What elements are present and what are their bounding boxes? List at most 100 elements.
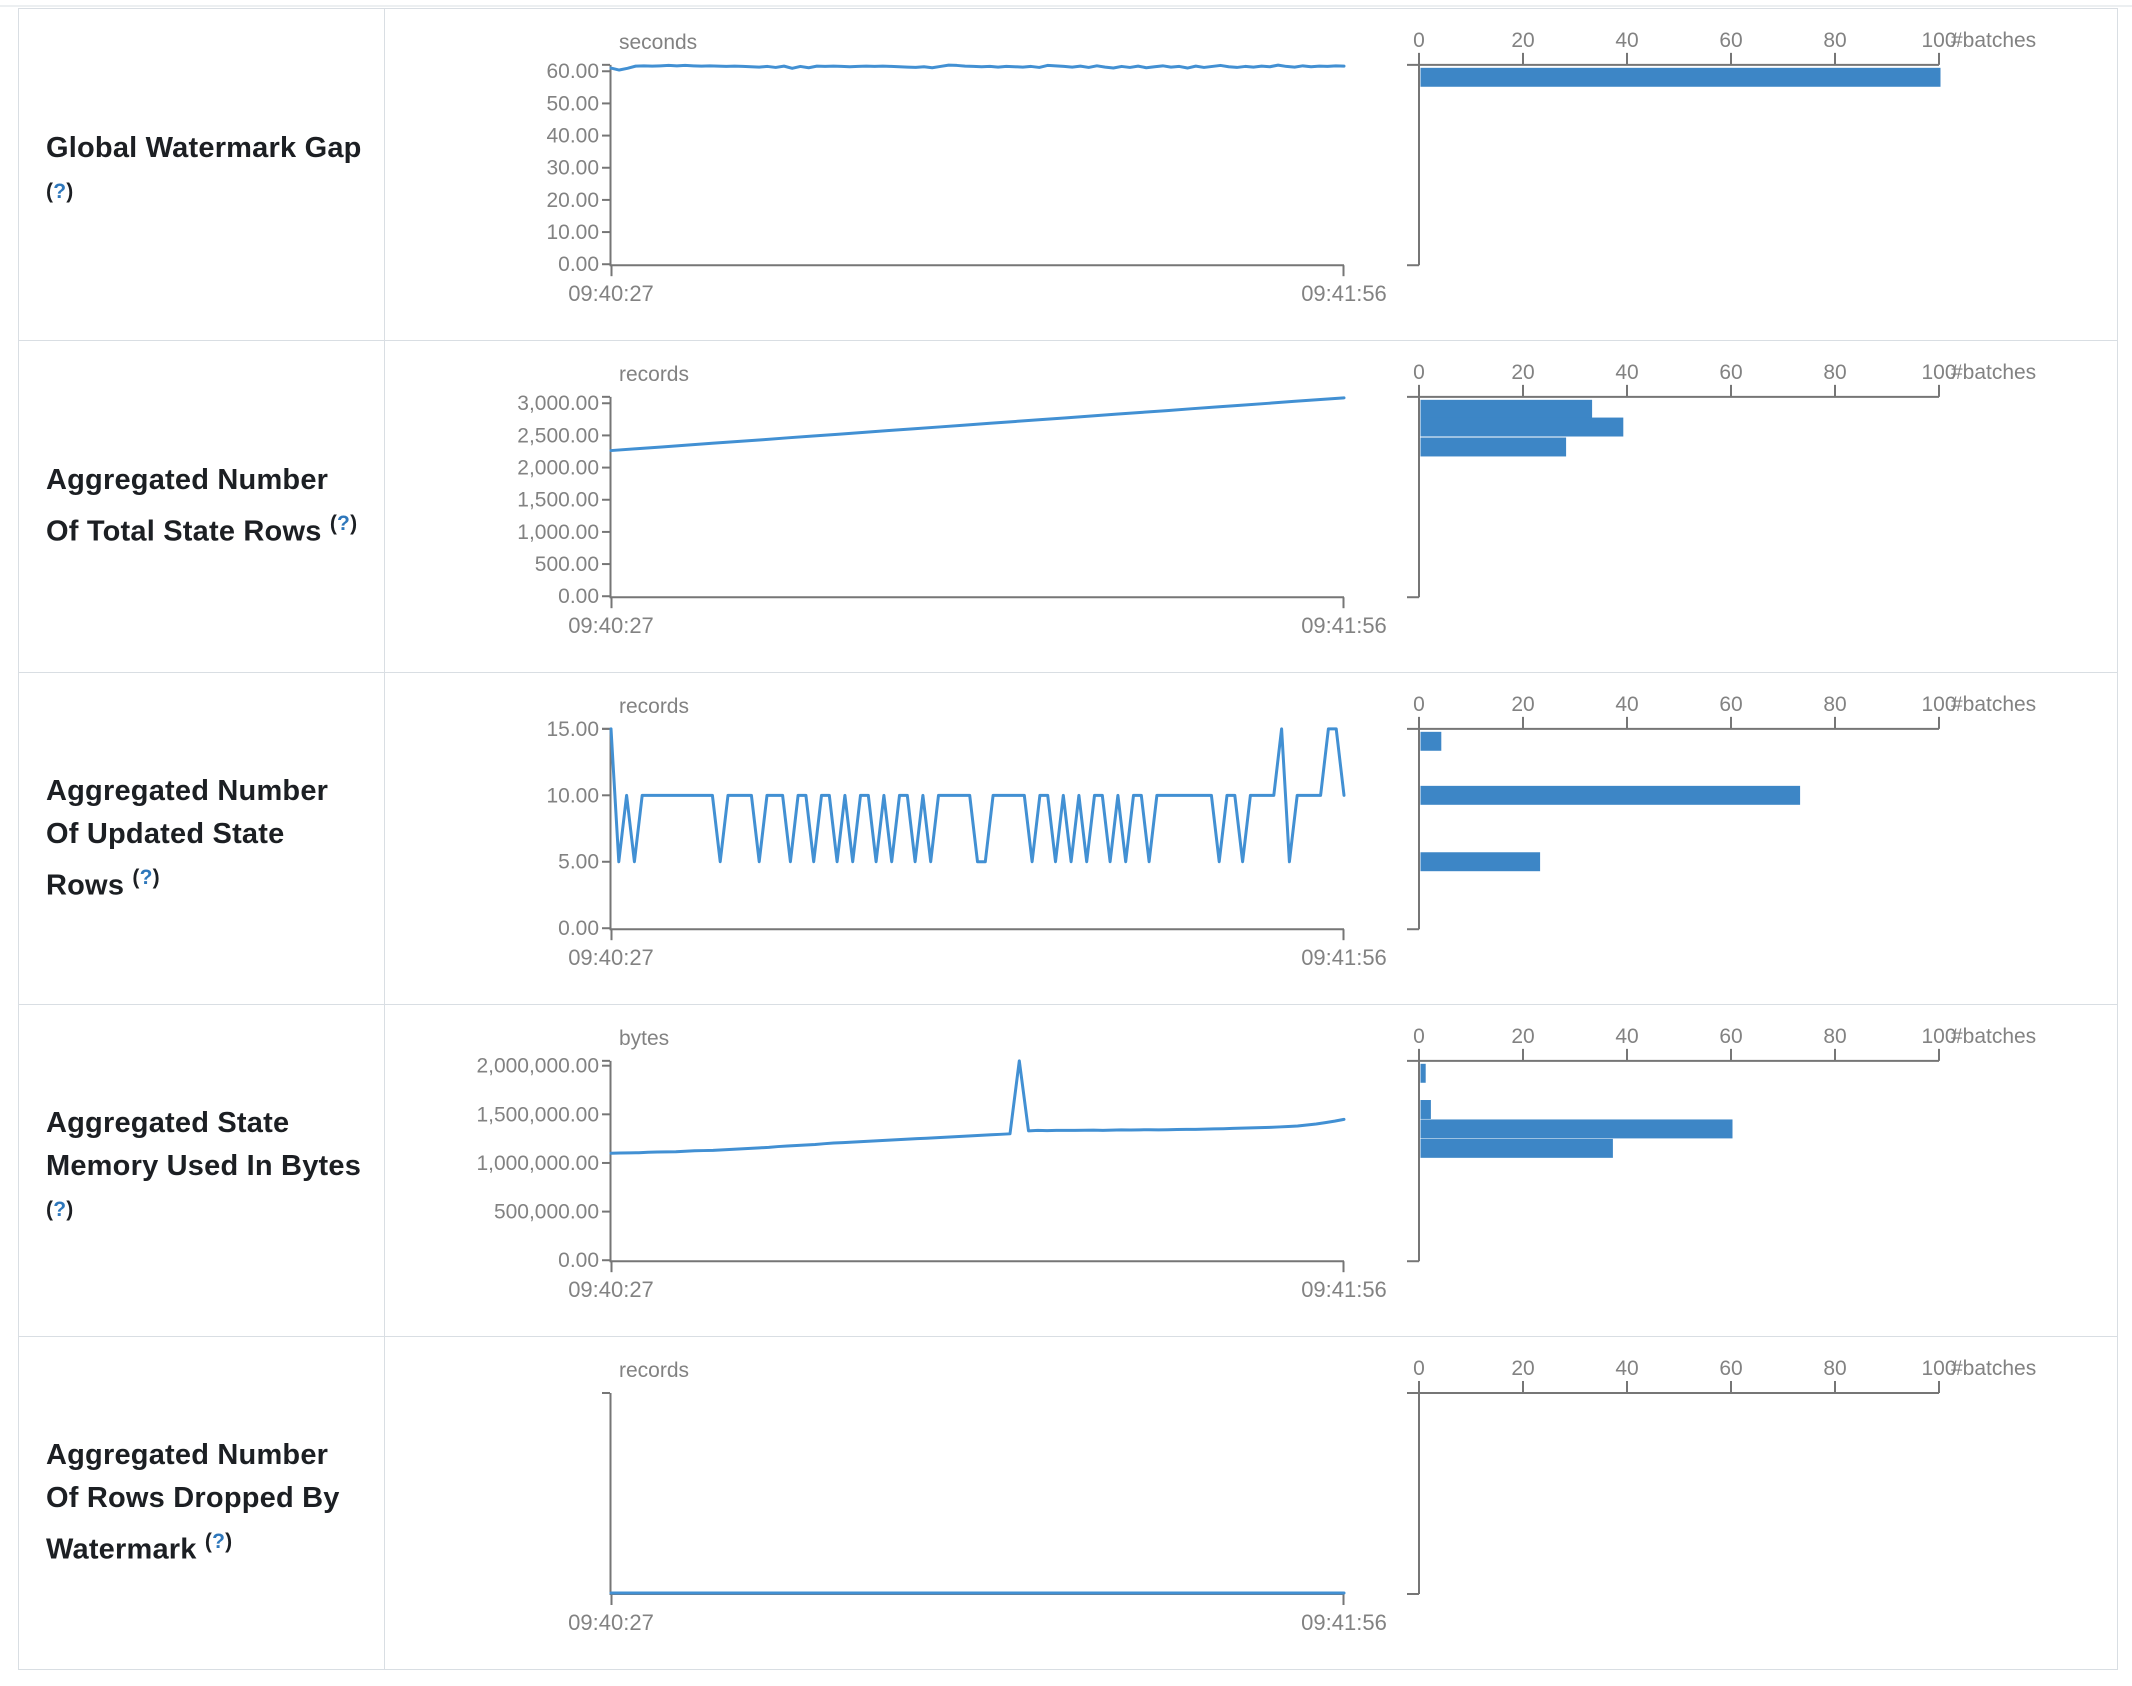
y-axis-tick-label: 60.00 <box>546 60 599 83</box>
histogram-tick-label: 100 <box>1921 29 1956 52</box>
chart-unit-title: records <box>619 1359 689 1382</box>
timeline-and-histogram-chart: records 3,000.00 2,500.00 2,000.00 1,500.00 1… <box>517 361 2036 638</box>
metric-label-cell: Aggregated Number Of Total State Rows (?… <box>19 341 385 672</box>
y-axis-tick-label: 0.00 <box>558 1249 599 1272</box>
help-link[interactable]: (?) <box>46 1197 74 1221</box>
histogram-tick-label: 0 <box>1413 29 1425 52</box>
metric-charts-cell: records 15.00 10.00 5.00 0.00 09:40:27 09:41:5… <box>385 673 2117 1004</box>
histogram-bar <box>1420 67 1941 87</box>
timeline-and-histogram-chart: records 15.00 10.00 5.00 0.00 09:40:27 09:41:5… <box>546 693 2036 970</box>
table-row: Global Watermark Gap (?) seconds 60.00 50.… <box>19 9 2117 341</box>
histogram-tick-label: 40 <box>1615 1025 1638 1048</box>
histogram-tick-label: 20 <box>1511 1025 1534 1048</box>
timeline-data-line <box>609 396 1346 453</box>
x-axis-start-label: 09:40:27 <box>568 1277 654 1302</box>
help-question-icon[interactable]: ? <box>212 1530 226 1554</box>
histogram-tick-label: 80 <box>1823 29 1846 52</box>
metric-label-text: Aggregated Number Of Rows Dropped By Wat… <box>46 1439 340 1566</box>
histogram-tick-label: 80 <box>1823 1357 1846 1380</box>
chart-unit-title: records <box>619 363 689 386</box>
histogram-tick-label: 20 <box>1511 361 1534 384</box>
metric-label: Aggregated Number Of Total State Rows (?… <box>46 459 364 554</box>
x-axis-start-label: 09:40:27 <box>568 613 654 638</box>
histogram-tick-label: 100 <box>1921 361 1956 384</box>
help-question-icon[interactable]: ? <box>53 180 67 204</box>
metric-label-cell: Aggregated State Memory Used In Bytes (?… <box>19 1005 385 1336</box>
table-row: Aggregated Number Of Rows Dropped By Wat… <box>19 1337 2117 1669</box>
y-axis-tick-label: 2,000.00 <box>517 457 599 480</box>
y-axis-tick-label: 30.00 <box>546 157 599 180</box>
metric-label-cell: Global Watermark Gap (?) <box>19 9 385 340</box>
timeline-and-histogram-chart: records 09:40:27 09:41:56 0 20 40 60 80 100#batc… <box>568 1357 2036 1635</box>
x-axis-end-label: 09:41:56 <box>1301 281 1387 306</box>
table-row: Aggregated Number Of Total State Rows (?… <box>19 341 2117 673</box>
page-top-divider <box>0 5 2132 7</box>
x-axis-start-label: 09:40:27 <box>568 281 654 306</box>
chart-unit-title: seconds <box>619 31 697 54</box>
help-question-icon[interactable]: ? <box>337 512 351 536</box>
x-axis-end-label: 09:41:56 <box>1301 1610 1387 1635</box>
y-axis-tick-label: 1,000,000.00 <box>476 1152 599 1175</box>
y-axis-tick-label: 40.00 <box>546 125 599 148</box>
histogram-tick-label: 80 <box>1823 361 1846 384</box>
histogram-bar <box>1420 399 1593 419</box>
y-axis-tick-label: 2,000,000.00 <box>476 1055 599 1078</box>
histogram-tick-label: 20 <box>1511 1357 1534 1380</box>
y-axis-tick-label: 3,000.00 <box>517 392 599 415</box>
timeline-data-line <box>609 727 1346 864</box>
histogram-tick-label: 80 <box>1823 693 1846 716</box>
histogram-tick-label: 100 <box>1921 693 1956 716</box>
histogram-tick-label: 40 <box>1615 361 1638 384</box>
y-axis-tick-label: 5.00 <box>558 851 599 874</box>
histogram-tick-label: 40 <box>1615 1357 1638 1380</box>
histogram-unit-label: #batches <box>1951 693 2036 716</box>
metric-label-text: Aggregated Number Of Total State Rows <box>46 464 329 548</box>
x-axis-start-label: 09:40:27 <box>568 945 654 970</box>
metric-label: Global Watermark Gap (?) <box>46 127 364 222</box>
x-axis-start-label: 09:40:27 <box>568 1610 654 1635</box>
y-axis-tick-label: 1,000.00 <box>517 521 599 544</box>
histogram-bar <box>1420 1119 1733 1139</box>
histogram-tick-label: 20 <box>1511 29 1534 52</box>
help-link[interactable]: (?) <box>132 865 160 889</box>
y-axis-tick-label: 20.00 <box>546 189 599 212</box>
histogram-tick-label: 60 <box>1719 693 1742 716</box>
histogram-unit-label: #batches <box>1951 29 2036 52</box>
metric-label: Aggregated Number Of Updated State Rows … <box>46 770 364 908</box>
histogram-tick-label: 60 <box>1719 1025 1742 1048</box>
histogram-bar <box>1420 1063 1426 1083</box>
y-axis-tick-label: 0.00 <box>558 917 599 940</box>
timeline-data-line <box>609 1059 1346 1155</box>
histogram-tick-label: 60 <box>1719 1357 1742 1380</box>
y-axis-tick-label: 10.00 <box>546 784 599 807</box>
histogram-tick-label: 60 <box>1719 361 1742 384</box>
timeline-data-line <box>609 63 1346 72</box>
help-question-icon[interactable]: ? <box>139 865 153 889</box>
table-row: Aggregated Number Of Updated State Rows … <box>19 673 2117 1005</box>
x-axis-end-label: 09:41:56 <box>1301 613 1387 638</box>
y-axis-tick-label: 1,500.00 <box>517 489 599 512</box>
metric-charts-cell: bytes 2,000,000.00 1,500,000.00 1,000,000.0… <box>385 1005 2117 1336</box>
histogram-tick-label: 80 <box>1823 1025 1846 1048</box>
histogram-tick-label: 0 <box>1413 361 1425 384</box>
histogram-bar <box>1420 731 1442 751</box>
histogram-tick-label: 60 <box>1719 29 1742 52</box>
help-link[interactable]: (?) <box>329 512 358 536</box>
table-row: Aggregated State Memory Used In Bytes (?… <box>19 1005 2117 1337</box>
histogram-tick-label: 100 <box>1921 1025 1956 1048</box>
metric-label: Aggregated Number Of Rows Dropped By Wat… <box>46 1434 364 1572</box>
histogram-unit-label: #batches <box>1951 1357 2036 1380</box>
y-axis-tick-label: 500,000.00 <box>494 1201 599 1224</box>
histogram-unit-label: #batches <box>1951 361 2036 384</box>
y-axis-tick-label: 10.00 <box>546 221 599 244</box>
help-question-icon[interactable]: ? <box>53 1197 67 1221</box>
histogram-bar <box>1420 852 1541 872</box>
metric-label-text: Global Watermark Gap <box>46 132 362 165</box>
y-axis-tick-label: 2,500.00 <box>517 424 599 447</box>
help-link[interactable]: (?) <box>46 180 74 204</box>
histogram-bar <box>1420 417 1624 437</box>
metric-label: Aggregated State Memory Used In Bytes (?… <box>46 1102 364 1240</box>
metric-label-text: Aggregated Number Of Updated State Rows <box>46 774 329 902</box>
help-link[interactable]: (?) <box>204 1530 233 1554</box>
